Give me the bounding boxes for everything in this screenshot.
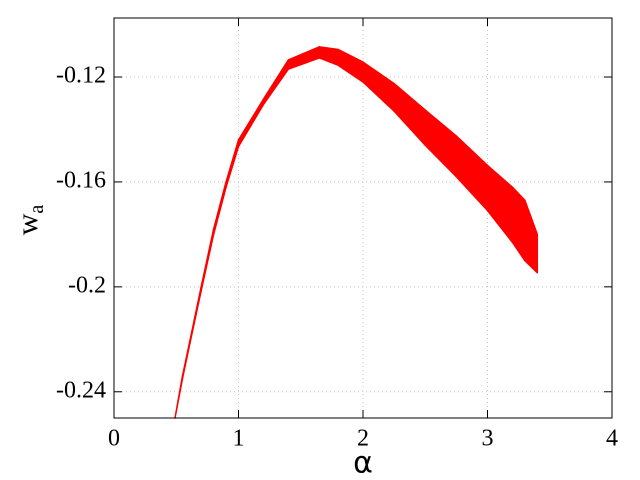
x-axis-label: α <box>353 446 373 480</box>
x-tick-label: 4 <box>606 426 618 452</box>
x-tick-label: 1 <box>233 426 245 452</box>
y-tick-label: -0.12 <box>56 63 106 89</box>
y-tick-label: -0.2 <box>68 272 106 298</box>
y-axis-label: wa <box>11 205 48 236</box>
x-tick-label: 3 <box>482 426 494 452</box>
x-tick-label: 0 <box>108 426 120 452</box>
y-axis-label-subscript: a <box>26 205 48 214</box>
y-tick-label: -0.16 <box>56 167 106 193</box>
x-tick-label: 2 <box>357 426 369 452</box>
plot-frame <box>113 17 613 419</box>
band-segment <box>524 199 539 274</box>
y-tick-label: -0.24 <box>56 377 106 403</box>
y-axis-label-main: w <box>11 213 44 235</box>
